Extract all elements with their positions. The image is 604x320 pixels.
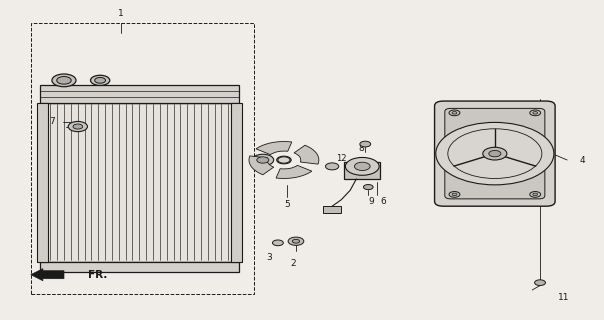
Text: 2: 2 [290, 259, 296, 268]
Text: 12: 12 [336, 154, 347, 163]
Bar [323, 205, 341, 212]
Text: 1: 1 [118, 9, 124, 18]
Text: FR.: FR. [88, 270, 108, 280]
Circle shape [452, 193, 457, 196]
Wedge shape [276, 165, 312, 179]
Circle shape [483, 147, 507, 160]
Text: 8: 8 [358, 144, 364, 153]
Circle shape [326, 163, 339, 170]
Circle shape [360, 141, 371, 147]
Wedge shape [294, 145, 319, 164]
Circle shape [272, 240, 283, 246]
FancyBboxPatch shape [434, 101, 555, 206]
Circle shape [530, 110, 541, 116]
Bar [231, 103, 242, 262]
Circle shape [73, 124, 83, 129]
Circle shape [449, 192, 460, 197]
Circle shape [52, 74, 76, 87]
Circle shape [252, 154, 274, 166]
Bar [40, 103, 239, 262]
Circle shape [345, 157, 379, 175]
Bar [40, 85, 239, 103]
Circle shape [452, 112, 457, 114]
Circle shape [292, 239, 300, 243]
Circle shape [533, 193, 538, 196]
Circle shape [355, 162, 370, 171]
Circle shape [277, 156, 291, 164]
Wedge shape [256, 141, 292, 155]
Text: 7: 7 [49, 117, 55, 126]
FancyArrow shape [31, 269, 64, 281]
Text: 11: 11 [558, 292, 570, 301]
FancyBboxPatch shape [445, 108, 545, 199]
Circle shape [435, 123, 554, 185]
Circle shape [278, 157, 290, 163]
Wedge shape [249, 156, 274, 175]
Circle shape [257, 157, 269, 163]
Circle shape [288, 237, 304, 245]
Circle shape [95, 77, 106, 83]
Circle shape [91, 75, 110, 85]
Bar [40, 262, 239, 272]
Bar [31, 23, 254, 294]
Text: 3: 3 [266, 253, 272, 262]
Text: 5: 5 [284, 200, 290, 209]
Bar [37, 103, 48, 262]
Circle shape [364, 185, 373, 190]
Text: 10: 10 [251, 156, 263, 164]
Bar [344, 162, 381, 179]
Text: 4: 4 [579, 156, 585, 164]
Circle shape [68, 122, 88, 132]
Circle shape [535, 280, 545, 285]
Circle shape [530, 192, 541, 197]
Circle shape [449, 110, 460, 116]
Circle shape [57, 76, 71, 84]
Text: 9: 9 [368, 197, 374, 206]
Text: 6: 6 [381, 197, 386, 206]
Circle shape [533, 112, 538, 114]
Circle shape [489, 150, 501, 157]
